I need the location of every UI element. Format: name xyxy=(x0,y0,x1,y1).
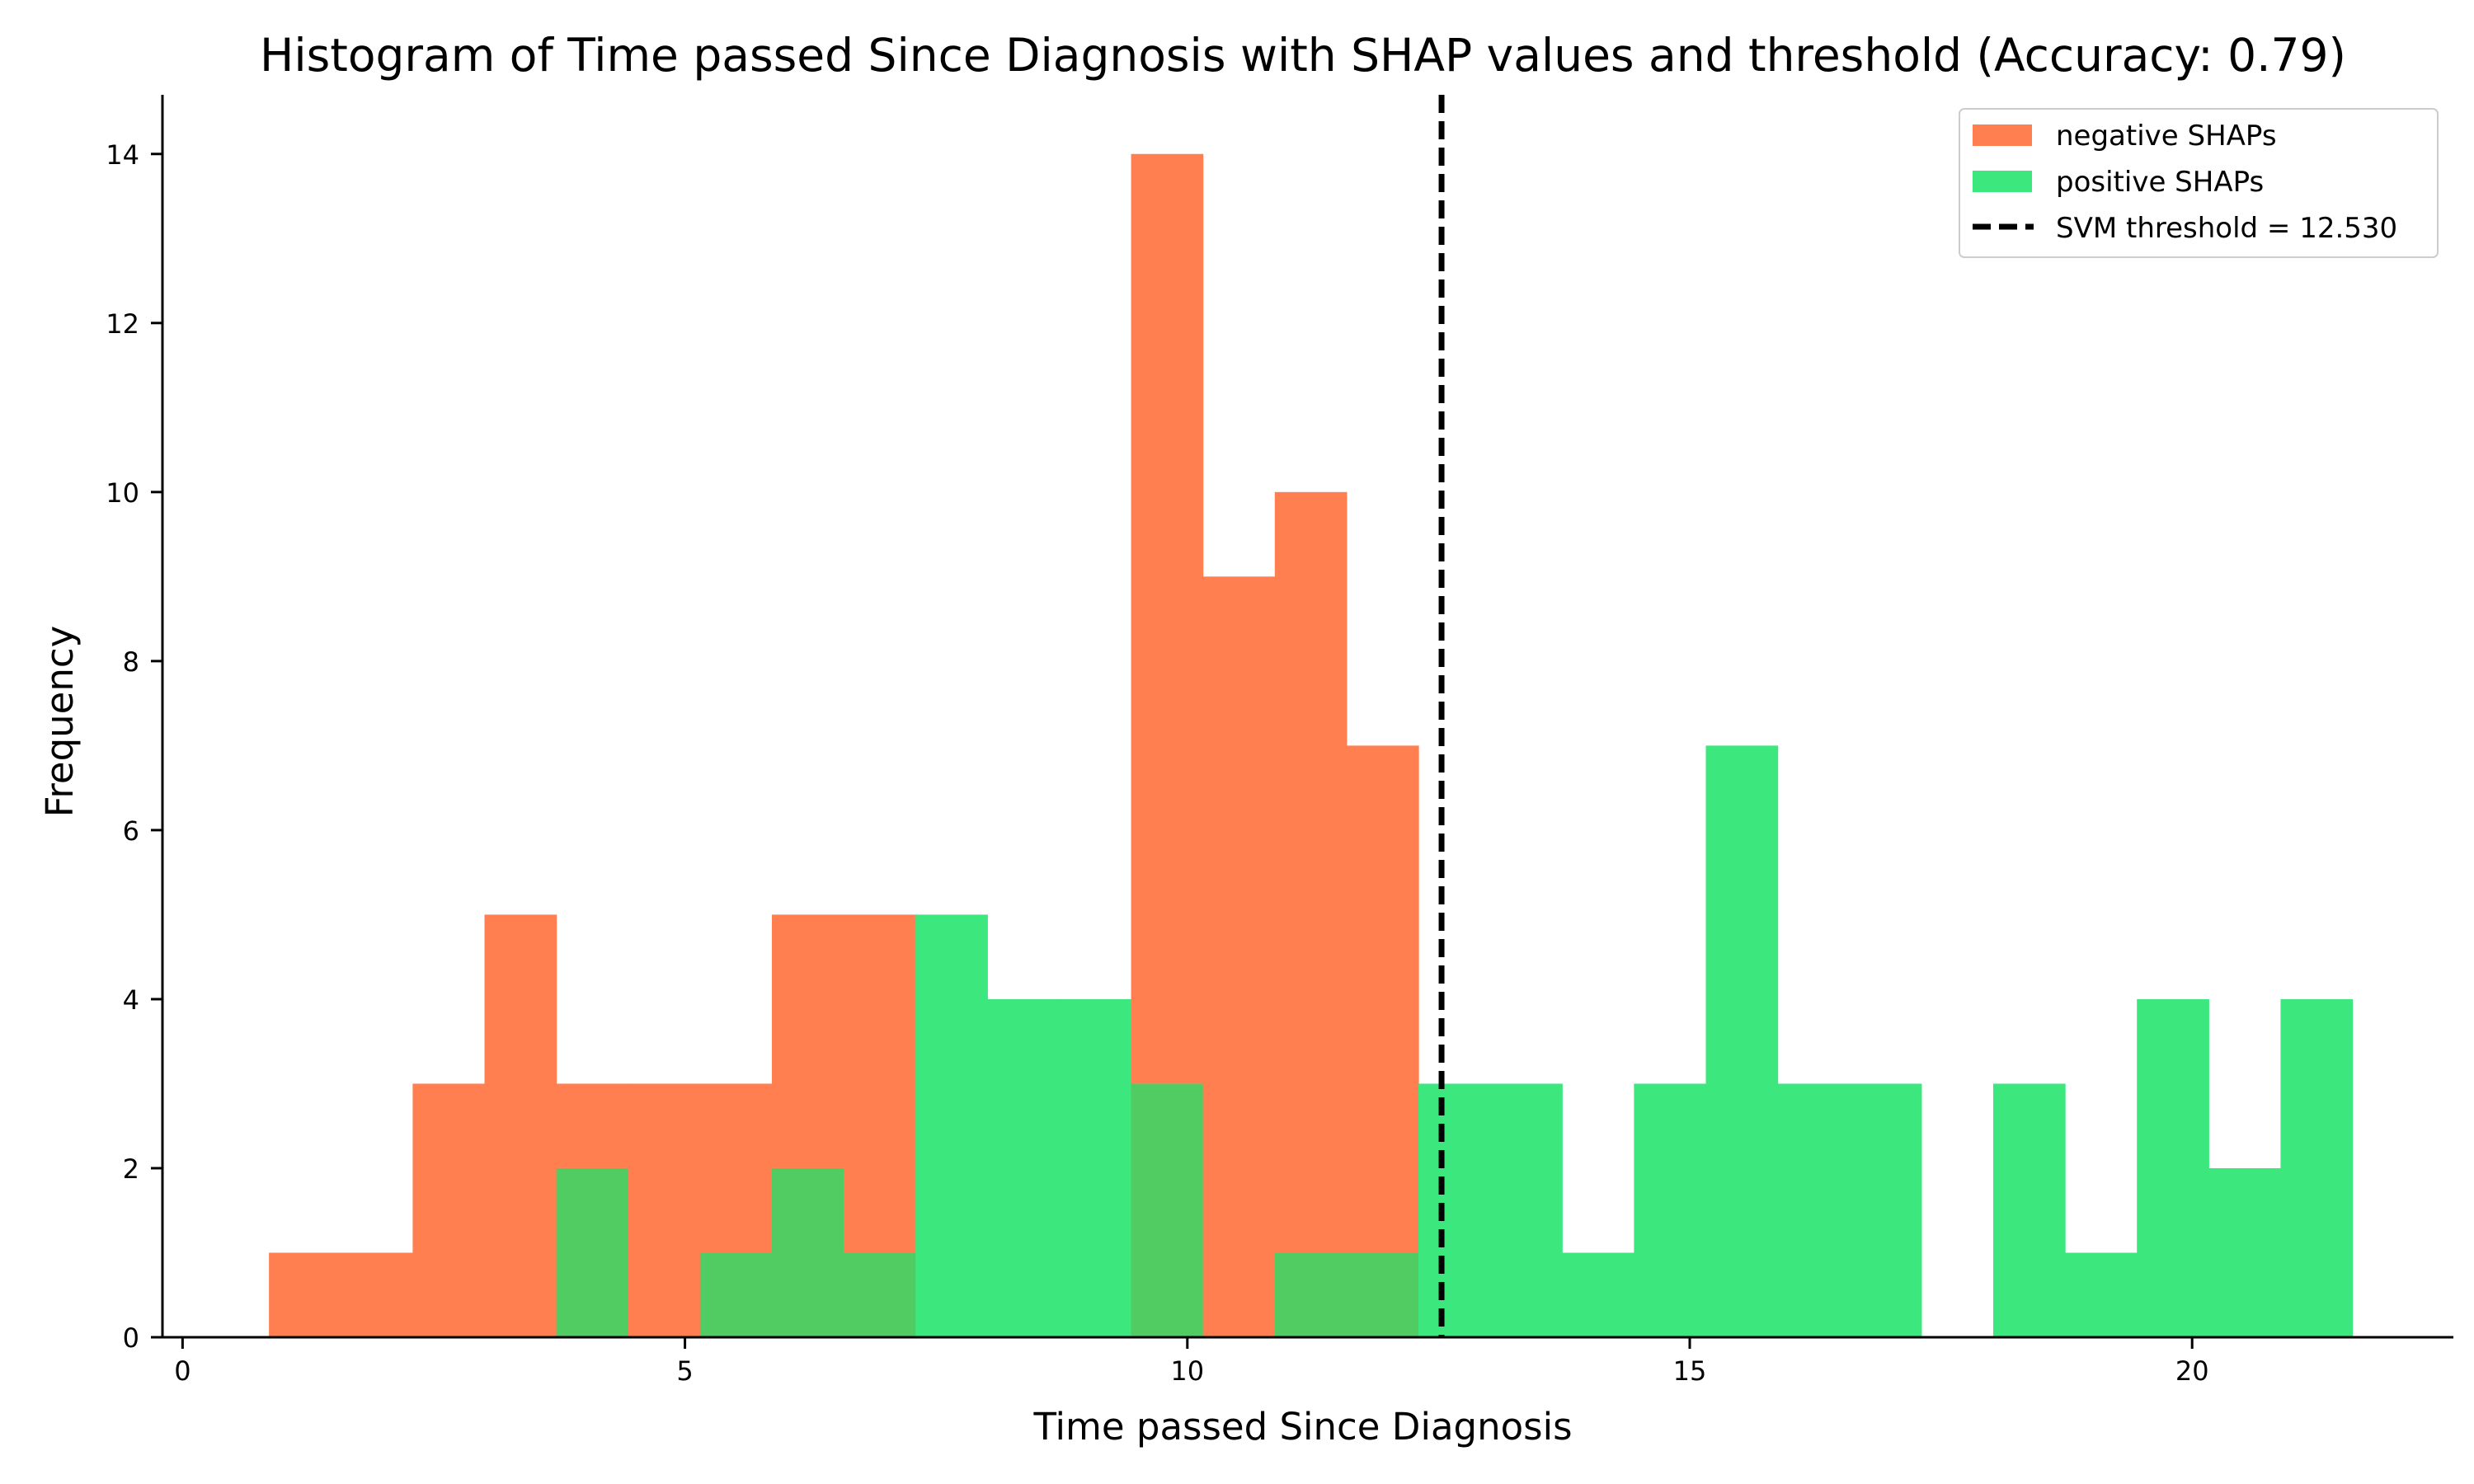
bar-negative xyxy=(1274,491,1348,1253)
bar-positive xyxy=(1705,745,1779,1337)
y-tick-label: 10 xyxy=(106,477,139,509)
y-tick-label: 0 xyxy=(123,1322,139,1354)
bar-positive xyxy=(2065,1252,2138,1337)
bar-negative xyxy=(1202,576,1276,1337)
bar-negative xyxy=(341,1252,413,1337)
bar-overlap xyxy=(1346,1252,1419,1337)
legend-swatch-positive xyxy=(1973,171,2032,192)
bar-negative xyxy=(699,1083,773,1253)
y-tick-label: 4 xyxy=(123,984,139,1016)
legend-frame xyxy=(1959,108,2439,258)
legend-swatch-negative xyxy=(1973,124,2032,146)
y-tick-label: 8 xyxy=(123,646,139,678)
bar-positive xyxy=(1490,1083,1563,1337)
bar-negative xyxy=(556,1083,629,1168)
bar-overlap xyxy=(556,1167,629,1337)
bar-positive xyxy=(2137,998,2209,1337)
x-tick-label: 5 xyxy=(676,1355,693,1387)
x-tick-label: 0 xyxy=(174,1355,190,1387)
bar-positive xyxy=(915,914,988,1337)
x-tick-label: 10 xyxy=(1170,1355,1204,1387)
bar-positive xyxy=(1634,1083,1707,1337)
legend: negative SHAPs positive SHAPs SVM threshol… xyxy=(1959,108,2439,258)
x-axis-label: Time passed Since Diagnosis xyxy=(1032,1405,1572,1449)
axes-layer: 0 5 10 15 20 0 2 4 6 8 10 12 14 xyxy=(106,95,2453,1387)
bar-overlap xyxy=(1274,1252,1348,1337)
bar-overlap xyxy=(844,1252,916,1337)
x-tick-label: 20 xyxy=(2175,1355,2209,1387)
bar-positive xyxy=(1777,1083,1851,1337)
bar-overlap xyxy=(771,1167,844,1337)
bar-negative xyxy=(771,914,844,1168)
x-tick-label: 15 xyxy=(1673,1355,1707,1387)
bar-positive xyxy=(1562,1252,1634,1337)
bar-negative xyxy=(1131,153,1204,1084)
y-tick-label: 2 xyxy=(123,1153,139,1185)
y-axis-label: Frequency xyxy=(38,626,82,817)
legend-label-negative: negative SHAPs xyxy=(2056,120,2277,153)
bar-positive xyxy=(2280,998,2354,1337)
bar-negative xyxy=(412,1083,486,1337)
bar-positive xyxy=(987,998,1061,1337)
bar-negative xyxy=(484,914,557,1337)
bar-negative xyxy=(844,914,916,1253)
bar-negative xyxy=(1346,745,1419,1253)
bar-positive xyxy=(1849,1083,1922,1337)
bar-positive xyxy=(1418,1083,1491,1337)
legend-label-positive: positive SHAPs xyxy=(2056,166,2264,199)
bar-overlap xyxy=(699,1252,773,1337)
bar-negative xyxy=(269,1252,341,1337)
bar-positive xyxy=(2208,1167,2282,1337)
y-tick-label: 12 xyxy=(106,308,139,340)
y-tick-label: 6 xyxy=(123,815,139,847)
legend-label-threshold: SVM threshold = 12.530 xyxy=(2056,212,2397,245)
bars-layer xyxy=(269,153,2354,1337)
y-tick-label: 14 xyxy=(106,139,139,171)
bar-positive xyxy=(1992,1083,2066,1337)
bar-negative xyxy=(628,1083,701,1337)
chart-title: Histogram of Time passed Since Diagnosis… xyxy=(260,29,2346,82)
bar-positive xyxy=(1059,998,1132,1337)
bar-overlap xyxy=(1131,1083,1204,1337)
